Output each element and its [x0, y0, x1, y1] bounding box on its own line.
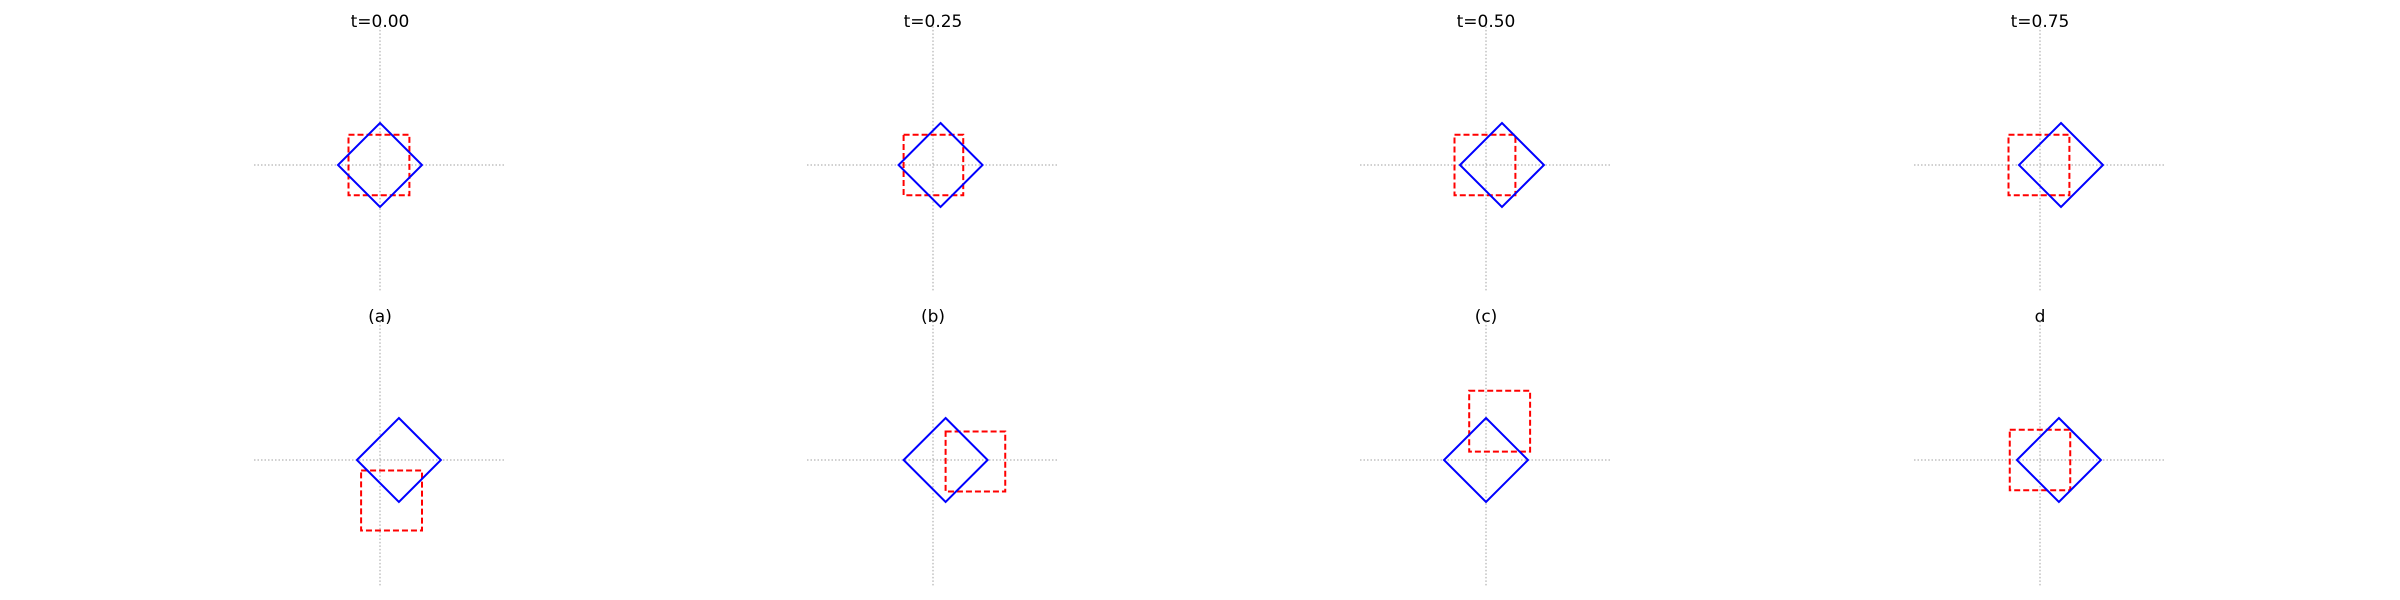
panel-title: (c)	[1474, 307, 1498, 327]
dashed-square	[944, 430, 1007, 493]
panel-8: d	[1890, 307, 2190, 600]
panel-plot	[1360, 26, 1612, 291]
panel-plot	[807, 26, 1059, 291]
panel-title: (b)	[920, 307, 946, 327]
panel-title: t=0.50	[1456, 12, 1516, 32]
dashed-square	[1468, 389, 1532, 453]
dashed-square	[347, 133, 411, 197]
panel-plot	[1914, 26, 2166, 291]
diamond-shape	[2015, 416, 2103, 504]
panel-5: (a)	[230, 307, 530, 600]
panel-title: t=0.75	[2010, 12, 2070, 32]
dashed-square	[2007, 133, 2071, 197]
panel-7: (c)	[1336, 307, 1636, 600]
panel-title: d	[2034, 307, 2046, 327]
diamond-shape	[1442, 416, 1530, 504]
panel-2: t=0.25	[783, 12, 1083, 312]
panel-plot	[254, 26, 506, 291]
diamond-shape	[336, 121, 424, 209]
diamond-shape	[902, 416, 990, 504]
panel-plot	[807, 321, 1059, 586]
diamond-shape	[2017, 121, 2105, 209]
panel-plot	[254, 321, 506, 586]
panel-plot	[1360, 321, 1612, 586]
panel-title: (a)	[368, 307, 392, 327]
dashed-square	[1453, 133, 1517, 197]
panel-6: (b)	[783, 307, 1083, 600]
panel-plot	[1914, 321, 2166, 586]
diamond-shape	[355, 416, 443, 504]
dashed-square	[2008, 428, 2072, 492]
panel-title: t=0.00	[350, 12, 410, 32]
dashed-square	[360, 469, 424, 532]
dashed-square	[902, 133, 965, 197]
panel-3: t=0.50	[1336, 12, 1636, 312]
panel-1: t=0.00	[230, 12, 530, 312]
panel-4: t=0.75	[1890, 12, 2190, 312]
diamond-shape	[897, 121, 984, 209]
panel-title: t=0.25	[903, 12, 963, 32]
diamond-shape	[1458, 121, 1546, 209]
